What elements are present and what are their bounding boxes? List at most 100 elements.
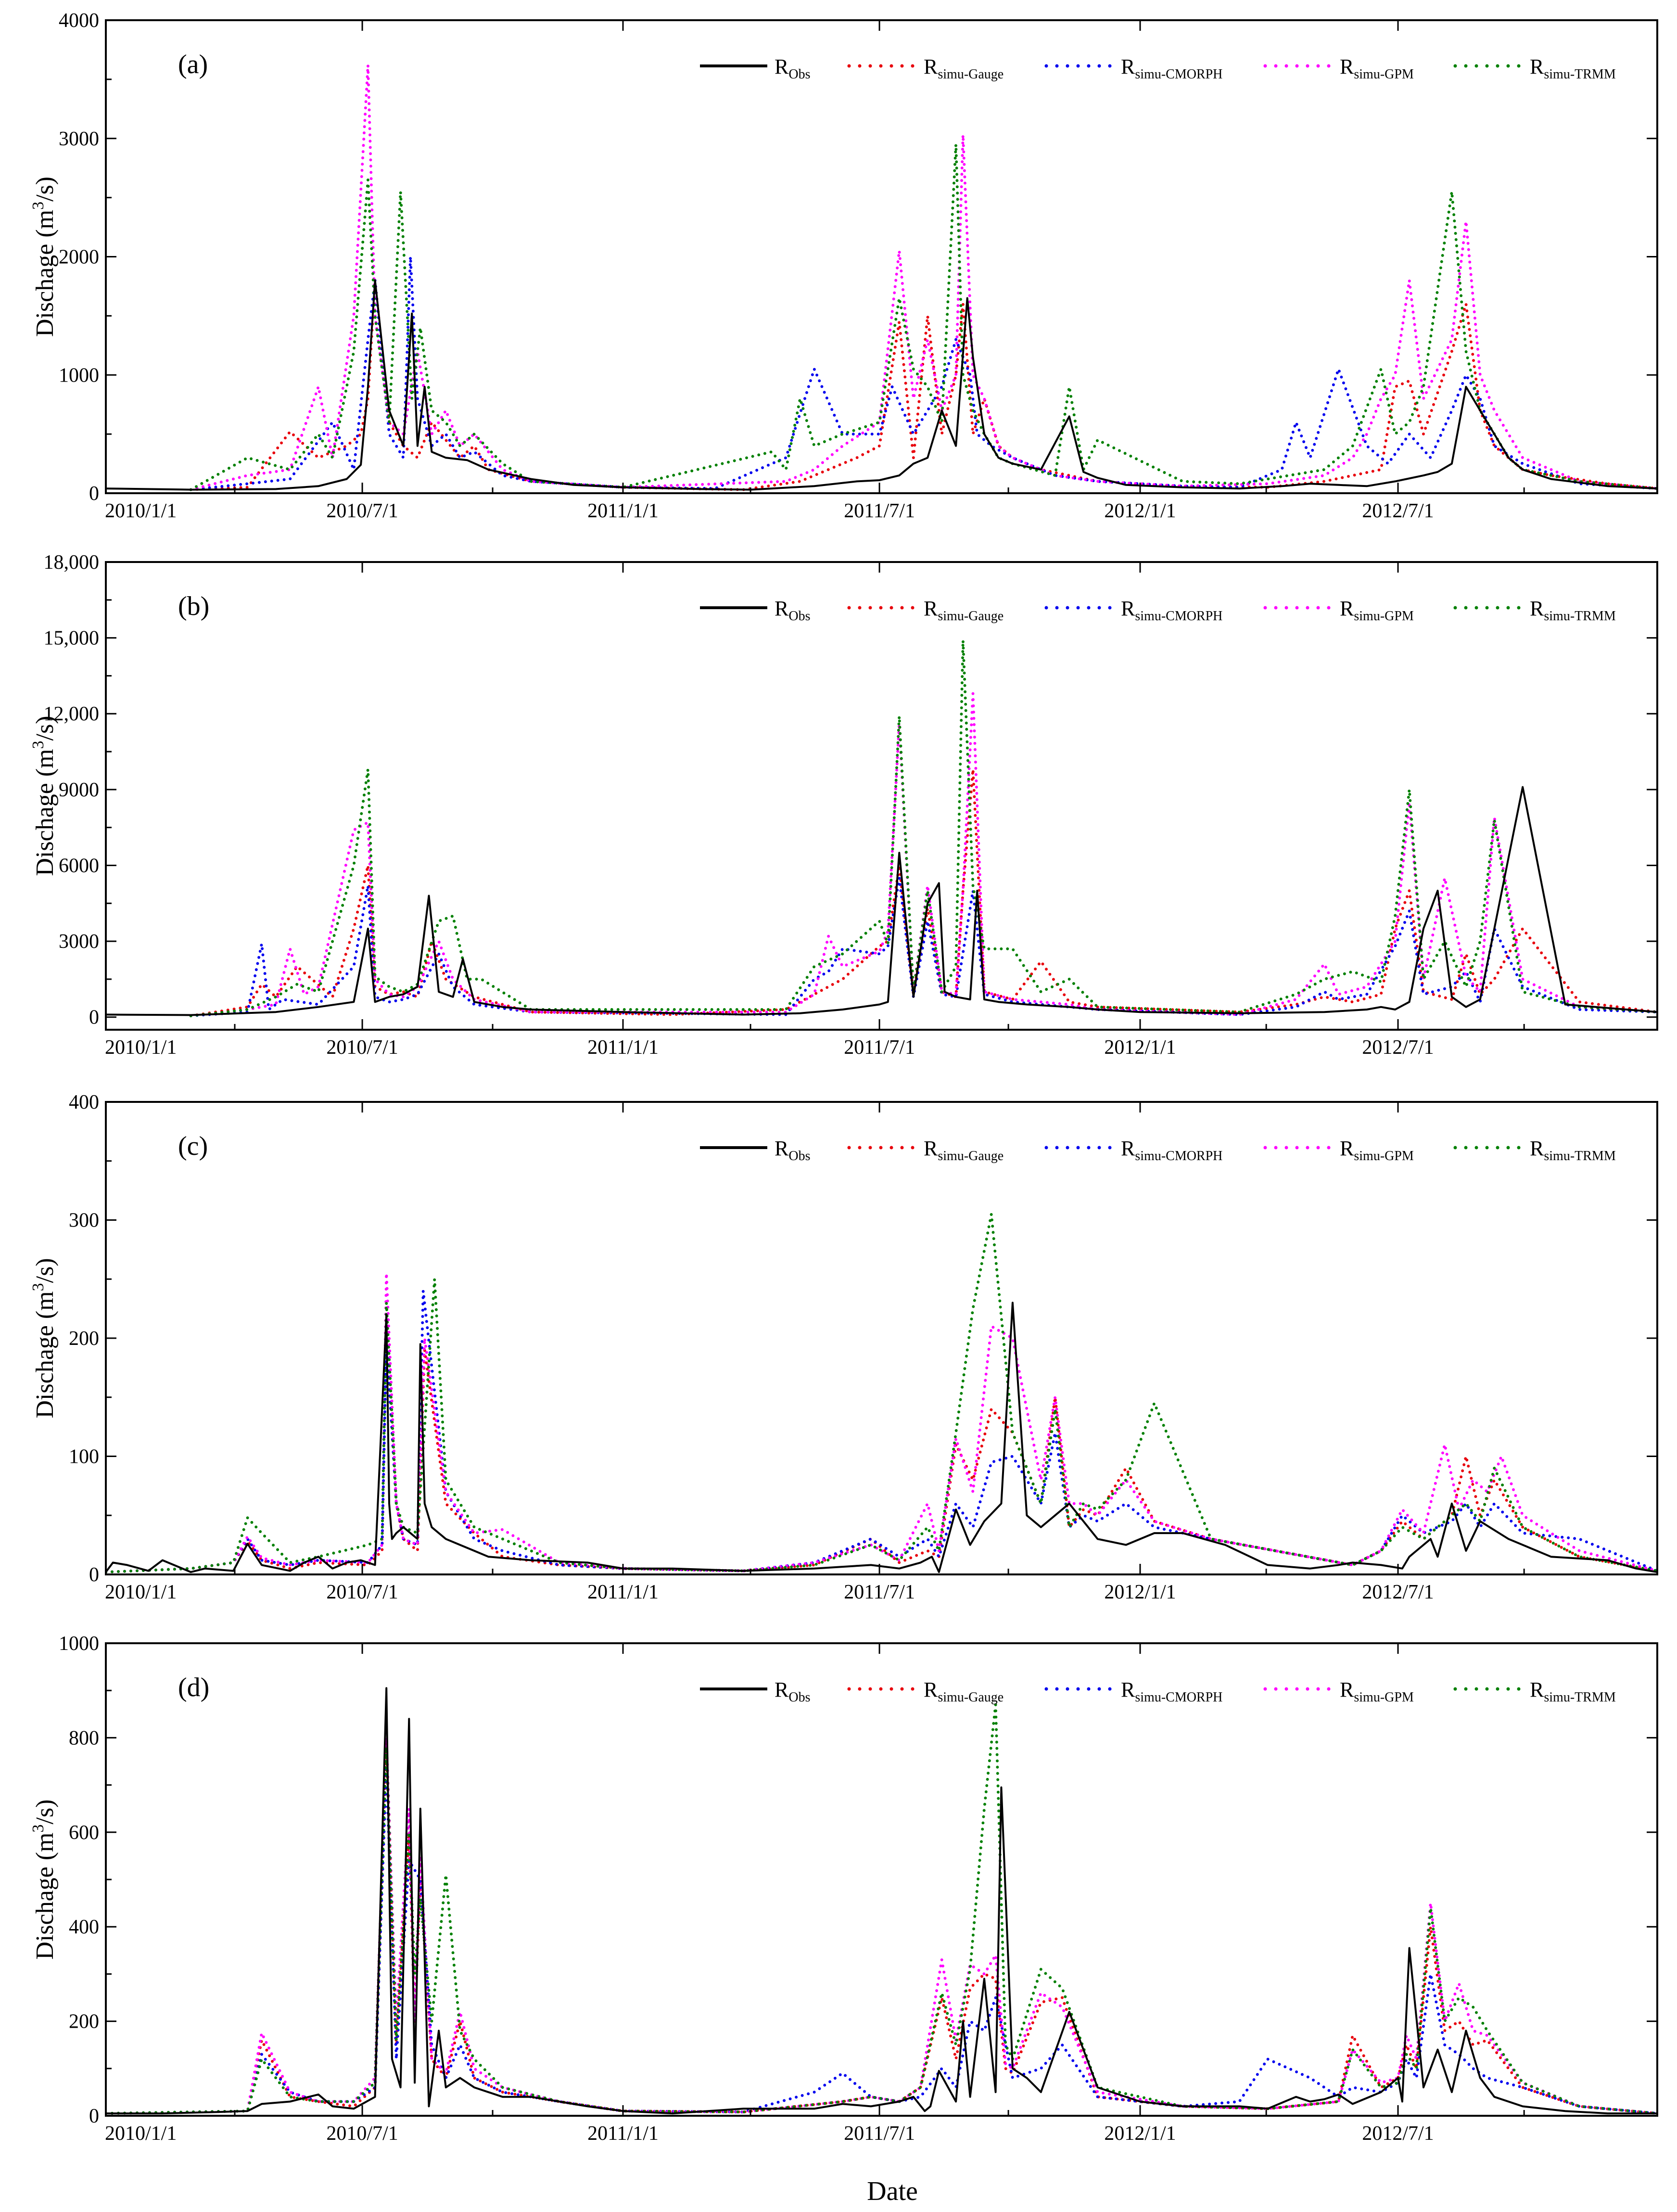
y-tick-label: 200 — [69, 1328, 99, 1350]
x-tick-label: 2012/7/1 — [1362, 1581, 1434, 1603]
legend-label-gauge: Rsimu-Gauge — [924, 597, 1004, 624]
series-line-trmm — [189, 143, 1657, 491]
y-tick-label: 0 — [89, 2105, 99, 2127]
panel-c: 0 100 200 300 400 2010/1/1 2010/7/1 2011/1/1 201… — [29, 1091, 1658, 1603]
x-tick-label: 2012/1/1 — [1104, 500, 1176, 522]
x-tick-label: 2010/7/1 — [326, 1581, 398, 1603]
y-tick-label: 12,000 — [44, 703, 100, 725]
plot-frame — [105, 1642, 1658, 2117]
x-tick-label: 2010/1/1 — [105, 500, 177, 522]
plot-frame — [105, 561, 1658, 1031]
legend-label-gpm: Rsimu-GPM — [1340, 1137, 1414, 1164]
legend-label-trmm: Rsimu-TRMM — [1530, 55, 1616, 82]
series-line-cmorph — [106, 1289, 1657, 1574]
series-line-gpm — [106, 1272, 1657, 1574]
legend-label-trmm: Rsimu-TRMM — [1530, 1137, 1616, 1164]
y-tick-label: 0 — [89, 1007, 99, 1029]
legend-label-gpm: Rsimu-GPM — [1340, 597, 1414, 624]
legend: RObs Rsimu-Gauge Rsimu-CMORPH Rsimu-GPM Rsim… — [700, 55, 1616, 82]
series-line-gpm — [106, 1736, 1657, 2115]
series-line-cmorph — [106, 1764, 1657, 2115]
y-tick-label: 0 — [89, 1564, 99, 1586]
y-tick-label: 1000 — [59, 364, 99, 386]
y-tick-label: 18,000 — [44, 551, 100, 574]
x-tick-label: 2011/1/1 — [587, 1581, 659, 1603]
x-tick-label: 2011/1/1 — [587, 2122, 659, 2145]
x-tick-label: 2011/7/1 — [844, 1581, 915, 1603]
panel-a: 0 1000 2000 3000 4000 2010/1/1 2010/7/1 2011/1/… — [29, 10, 1658, 522]
series-line-cmorph — [189, 876, 1657, 1018]
legend-label-cmorph: Rsimu-CMORPH — [1121, 1137, 1222, 1164]
y-tick-label: 200 — [69, 2011, 99, 2033]
legend-label-gpm: Rsimu-GPM — [1340, 1678, 1414, 1705]
panel-label: (a) — [178, 50, 208, 79]
panel-label: (d) — [178, 1673, 209, 1702]
x-tick-label: 2012/7/1 — [1362, 1036, 1434, 1059]
legend-label-obs: RObs — [775, 1678, 810, 1705]
series-line-obs — [106, 279, 1657, 491]
x-tick-label: 2011/7/1 — [844, 500, 915, 522]
panel-d: 0 200 400 600 800 1000 2010/1/1 2010/7/1 2011/1/… — [29, 1633, 1658, 2145]
legend: RObs Rsimu-Gauge Rsimu-CMORPH Rsimu-GPM Rsim… — [700, 1678, 1616, 1705]
y-tick-label: 6000 — [59, 855, 99, 877]
x-tick-label: 2010/7/1 — [326, 500, 398, 522]
x-tick-label: 2012/7/1 — [1362, 2122, 1434, 2145]
y-tick-label: 400 — [69, 1091, 99, 1113]
y-axis-label: Dischage (m3/s) — [29, 1799, 59, 1959]
y-tick-label: 300 — [69, 1210, 99, 1232]
y-tick-label: 2000 — [59, 246, 99, 269]
legend: RObs Rsimu-Gauge Rsimu-CMORPH Rsimu-GPM Rsim… — [700, 597, 1616, 624]
x-tick-label: 2010/1/1 — [105, 2122, 177, 2145]
series-line-gauge — [189, 279, 1657, 491]
x-tick-label: 2012/1/1 — [1104, 1036, 1176, 1059]
x-tick-label: 2011/1/1 — [587, 1036, 659, 1059]
x-tick-label: 2011/1/1 — [587, 500, 659, 522]
series-line-trmm — [106, 1703, 1657, 2115]
legend-label-cmorph: Rsimu-CMORPH — [1121, 55, 1222, 82]
panel-label: (c) — [178, 1131, 208, 1161]
x-tick-label: 2010/7/1 — [326, 1036, 398, 1059]
y-tick-label: 1000 — [59, 1633, 99, 1655]
y-tick-label: 9000 — [59, 779, 99, 801]
panel-b: 0 3000 6000 9000 12,000 15,000 18,000 2010/1/1 2… — [29, 551, 1658, 1059]
legend-label-obs: RObs — [775, 55, 810, 82]
legend-label-obs: RObs — [775, 597, 810, 624]
x-tick-label: 2012/1/1 — [1104, 2122, 1176, 2145]
y-tick-label: 3000 — [59, 931, 99, 953]
legend: RObs Rsimu-Gauge Rsimu-CMORPH Rsimu-GPM Rsim… — [700, 1137, 1616, 1164]
legend-label-obs: RObs — [775, 1137, 810, 1164]
x-tick-label: 2010/1/1 — [105, 1036, 177, 1059]
series-line-cmorph — [189, 255, 1657, 491]
y-tick-label: 4000 — [59, 10, 99, 32]
legend-label-trmm: Rsimu-TRMM — [1530, 1678, 1616, 1705]
legend-label-gauge: Rsimu-Gauge — [924, 55, 1004, 82]
plot-frame — [105, 1101, 1658, 1575]
legend-label-gpm: Rsimu-GPM — [1340, 55, 1414, 82]
y-tick-label: 800 — [69, 1727, 99, 1749]
series-line-gauge — [106, 1325, 1657, 1574]
y-axis-label: Dischage (m3/s) — [29, 177, 59, 337]
x-tick-label: 2011/7/1 — [844, 1036, 915, 1059]
x-tick-label: 2011/7/1 — [844, 2122, 915, 2145]
legend-label-gauge: Rsimu-Gauge — [924, 1678, 1004, 1705]
x-tick-label: 2012/1/1 — [1104, 1581, 1176, 1603]
series-line-obs — [106, 1687, 1657, 2115]
x-tick-label: 2010/1/1 — [105, 1581, 177, 1603]
legend-label-trmm: Rsimu-TRMM — [1530, 597, 1616, 624]
y-tick-label: 3000 — [59, 128, 99, 150]
y-tick-label: 400 — [69, 1916, 99, 1938]
series-line-trmm — [106, 1213, 1657, 1574]
y-tick-label: 100 — [69, 1446, 99, 1468]
legend-label-gauge: Rsimu-Gauge — [924, 1137, 1004, 1164]
x-tick-label: 2010/7/1 — [326, 2122, 398, 2145]
series-line-obs — [106, 1302, 1657, 1573]
y-tick-label: 0 — [89, 483, 99, 505]
y-axis-label: Dischage (m3/s) — [29, 1258, 59, 1418]
y-axis-label: Dischage (m3/s) — [29, 716, 59, 876]
y-tick-label: 15,000 — [44, 627, 100, 650]
legend-label-cmorph: Rsimu-CMORPH — [1121, 1678, 1222, 1705]
series-line-gauge — [106, 1741, 1657, 2115]
panel-label: (b) — [178, 591, 209, 621]
